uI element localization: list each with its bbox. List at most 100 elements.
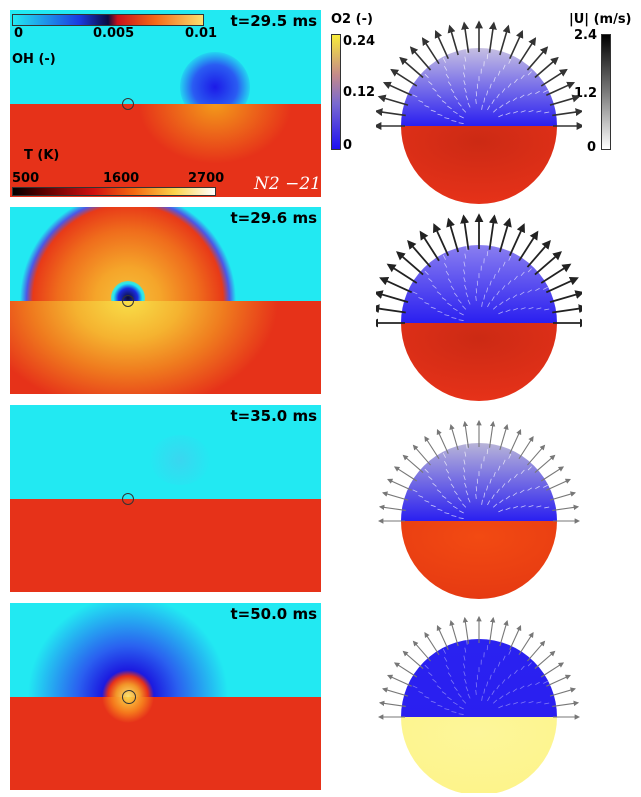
velocity-arrow	[550, 689, 575, 696]
o2-colorbar-label: O2 (-)	[331, 12, 373, 27]
sphere-view-2	[376, 207, 582, 407]
velocity-arrow	[541, 467, 563, 481]
velocity-arrow	[541, 663, 563, 677]
o2-hemisphere	[401, 245, 557, 323]
velocity-arrow	[546, 83, 573, 95]
velocity-arrow	[423, 39, 439, 64]
sphere-view-1	[376, 10, 582, 210]
velocity-arrow	[519, 437, 533, 459]
velocity-arrow	[464, 216, 469, 250]
droplet-marker	[122, 690, 136, 704]
u-tick-bot: 0	[587, 140, 596, 155]
velocity-arrow	[408, 241, 430, 267]
velocity-arrow	[535, 252, 561, 274]
velocity-arrow	[425, 437, 439, 459]
velocity-arrow	[388, 479, 412, 490]
velocity-arrow	[546, 278, 577, 292]
velocity-arrow	[535, 58, 558, 78]
droplet-sphere	[376, 207, 582, 407]
o2-colorbar	[331, 34, 341, 150]
droplet-marker	[122, 295, 134, 307]
oh-tick-2: 0.01	[185, 26, 217, 41]
velocity-arrow	[421, 232, 439, 261]
velocity-arrow	[450, 26, 458, 55]
velocity-arrow	[449, 219, 459, 252]
temperature-hemisphere	[401, 323, 557, 401]
velocity-arrow	[500, 219, 510, 252]
sphere-view-3	[376, 405, 582, 605]
velocity-arrow	[500, 425, 507, 450]
velocity-arrow	[550, 493, 575, 500]
time-label: t=35.0 ms	[230, 407, 317, 425]
velocity-arrow	[384, 83, 411, 95]
velocity-arrow	[383, 493, 408, 500]
t-tick-0: 500	[12, 171, 39, 186]
velocity-arrow	[490, 216, 495, 250]
o2-tick-mid: 0.12	[343, 85, 375, 100]
velocity-arrow	[403, 456, 423, 473]
velocity-arrow	[510, 626, 521, 650]
velocity-arrow	[546, 479, 570, 490]
velocity-arrow	[552, 308, 582, 313]
velocity-arrow	[392, 70, 417, 86]
temperature-hemisphere	[401, 717, 557, 793]
velocity-arrow	[510, 225, 524, 256]
velocity-arrow	[490, 422, 494, 448]
faint-oh-patch	[150, 435, 210, 485]
o2-tick-top: 0.24	[343, 34, 375, 49]
velocity-arrow	[546, 675, 570, 686]
velocity-arrow	[552, 703, 578, 707]
velocity-arrow	[500, 621, 507, 646]
o2-hemisphere	[401, 48, 557, 126]
velocity-arrow	[535, 456, 555, 473]
velocity-arrow	[380, 507, 406, 511]
o2-hemisphere	[401, 443, 557, 521]
velocity-arrow	[379, 97, 408, 105]
velocity-arrow	[519, 633, 533, 655]
velocity-arrow	[519, 232, 537, 261]
velocity-arrow	[388, 265, 417, 283]
o2-tick-bot: 0	[343, 138, 352, 153]
velocity-arrow	[527, 241, 549, 267]
o2-hemisphere	[401, 639, 557, 717]
oh-colorbar-label: OH (-)	[12, 52, 56, 67]
velocity-arrow	[395, 467, 417, 481]
t-tick-1: 1600	[103, 171, 139, 186]
velocity-arrow	[403, 652, 423, 669]
velocity-arrow	[527, 641, 544, 661]
case-label: N2 −21	[254, 174, 321, 194]
temperature-field	[10, 499, 321, 593]
velocity-arrow	[376, 308, 406, 313]
velocity-arrow	[550, 97, 579, 105]
velocity-arrow	[376, 293, 408, 303]
temperature-field	[10, 697, 321, 791]
t-colorbar-label: T (K)	[24, 148, 59, 163]
droplet-sphere	[376, 603, 582, 793]
time-label: t=50.0 ms	[230, 605, 317, 623]
temperature-hemisphere	[401, 521, 557, 599]
velocity-arrow	[527, 47, 547, 70]
velocity-arrow	[395, 663, 417, 677]
panel-t29-6: t=29.6 ms	[10, 207, 321, 394]
t-tick-2: 2700	[188, 171, 224, 186]
velocity-arrow	[490, 618, 494, 644]
velocity-arrow	[541, 265, 570, 283]
velocity-arrow	[500, 26, 508, 55]
velocity-arrow	[541, 70, 566, 86]
time-label: t=29.6 ms	[230, 209, 317, 227]
velocity-arrow	[451, 425, 458, 450]
velocity-arrow	[437, 626, 448, 650]
velocity-arrow	[451, 621, 458, 646]
velocity-arrow	[464, 23, 468, 53]
velocity-arrow	[490, 23, 494, 53]
oh-colorbar	[12, 14, 204, 26]
droplet-marker	[122, 98, 134, 110]
velocity-arrow	[411, 47, 431, 70]
velocity-arrow	[383, 689, 408, 696]
velocity-arrow	[388, 675, 412, 686]
panel-t50-0: t=50.0 ms	[10, 603, 321, 790]
panel-t29-5: 0 0.005 0.01 OH (-) t=29.5 ms T (K) 500 …	[10, 10, 321, 197]
t-colorbar	[12, 187, 216, 196]
sphere-view-4	[376, 603, 582, 793]
velocity-arrow	[510, 31, 522, 58]
